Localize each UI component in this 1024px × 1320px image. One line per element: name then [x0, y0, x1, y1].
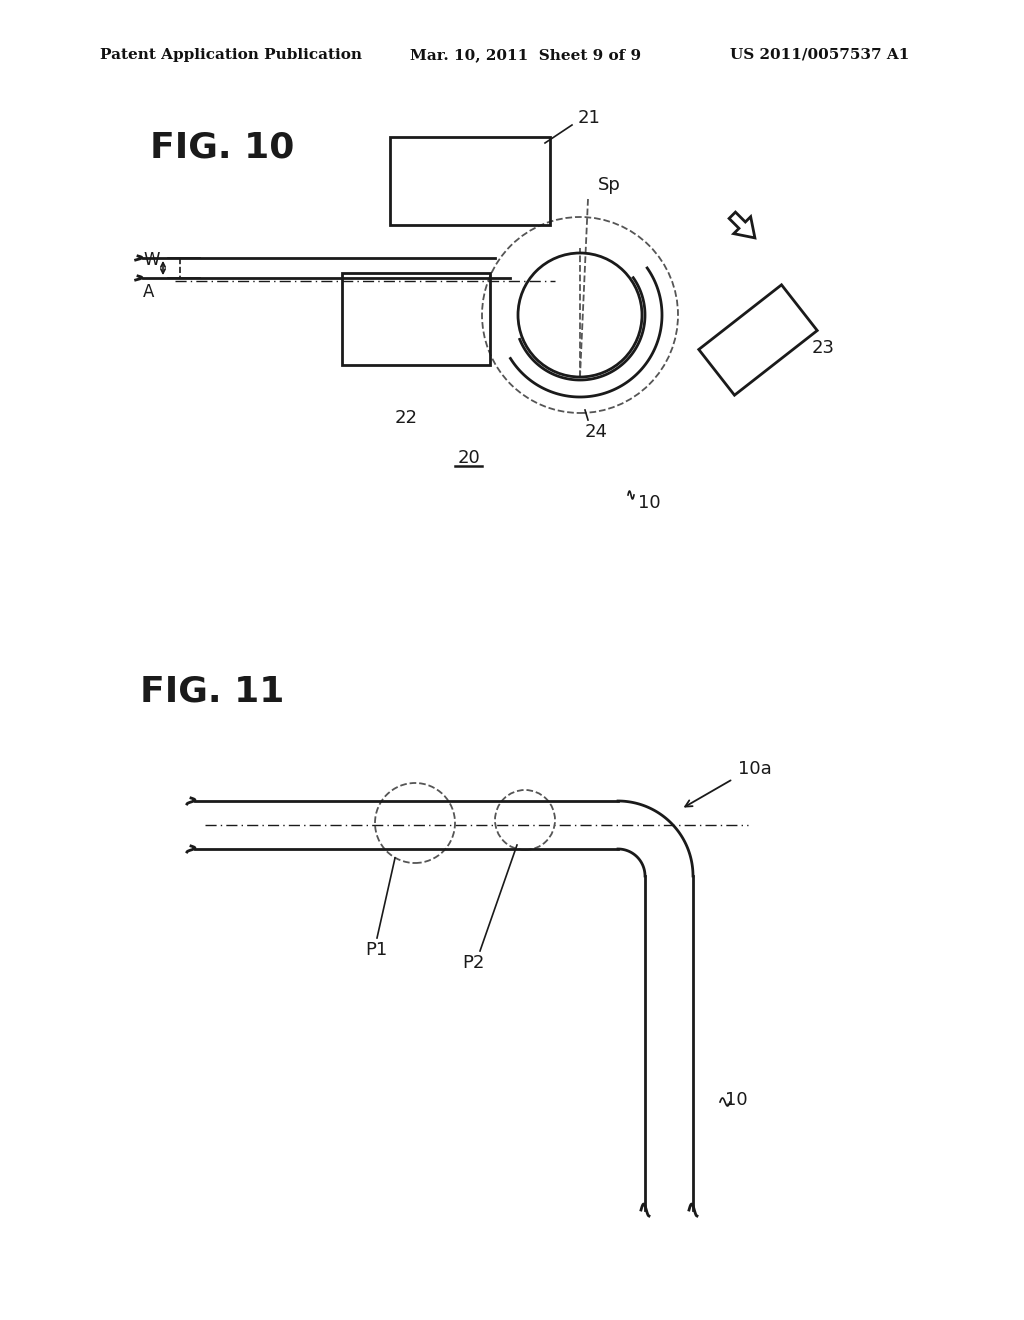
Text: 20: 20: [458, 449, 480, 467]
Text: 10a: 10a: [738, 760, 772, 777]
Text: FIG. 10: FIG. 10: [150, 131, 294, 165]
Bar: [390, 137, 550, 224]
Text: 21: 21: [578, 110, 601, 127]
Text: 23: 23: [812, 339, 835, 356]
Text: 22: 22: [395, 409, 418, 426]
Text: US 2011/0057537 A1: US 2011/0057537 A1: [730, 48, 909, 62]
Text: P2: P2: [462, 954, 484, 972]
Text: 10: 10: [638, 494, 660, 512]
Text: A: A: [143, 282, 155, 301]
Text: W: W: [143, 251, 160, 269]
Text: FIG. 11: FIG. 11: [140, 675, 285, 709]
Text: P1: P1: [365, 941, 387, 960]
Text: Sp: Sp: [598, 176, 621, 194]
Text: 10: 10: [725, 1092, 748, 1109]
Bar: [342, 273, 490, 366]
Text: Mar. 10, 2011  Sheet 9 of 9: Mar. 10, 2011 Sheet 9 of 9: [410, 48, 641, 62]
Text: 24: 24: [585, 422, 608, 441]
Text: Patent Application Publication: Patent Application Publication: [100, 48, 362, 62]
